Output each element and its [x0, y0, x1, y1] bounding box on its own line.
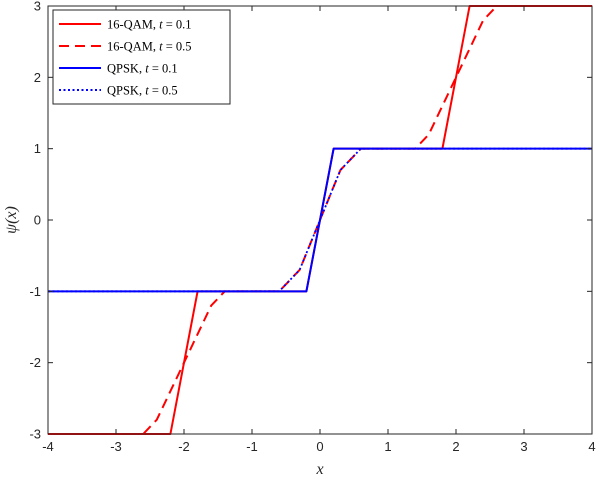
- series-layer: [48, 5, 592, 435]
- y-tick-label: -3: [29, 427, 41, 442]
- series-line-4: [48, 147, 592, 293]
- x-tick-label: 2: [452, 439, 459, 454]
- legend-entry-label: QPSK, t = 0.1: [107, 62, 178, 76]
- x-tick-label: -3: [110, 439, 122, 454]
- y-tick-label: 0: [34, 213, 41, 228]
- x-tick-label: 0: [316, 439, 323, 454]
- legend-entry-label: 16-QAM, t = 0.5: [107, 40, 192, 54]
- y-tick-label: 3: [34, 0, 41, 14]
- x-tick-label: 1: [384, 439, 391, 454]
- y-axis-label: ψ(x): [3, 206, 20, 234]
- x-tick-label: 4: [588, 439, 595, 454]
- y-tick-label: 1: [34, 141, 41, 156]
- y-tick-label: -2: [29, 355, 41, 370]
- legend-entry-label: QPSK, t = 0.5: [107, 84, 178, 98]
- y-tick-label: 2: [34, 70, 41, 85]
- legend-box: [52, 9, 231, 105]
- series-line-2: [48, 5, 592, 435]
- x-tick-label: -4: [42, 439, 54, 454]
- x-tick-label: -1: [246, 439, 258, 454]
- legend: 16-QAM, t = 0.1 16-QAM, t = 0.5 QPSK, t = …: [52, 9, 231, 105]
- x-axis-label: x: [315, 461, 323, 478]
- x-tick-label: 3: [520, 439, 527, 454]
- y-tick-label: -1: [29, 284, 41, 299]
- x-tick-label: -2: [178, 439, 190, 454]
- legend-entry-label: 16-QAM, t = 0.1: [107, 18, 192, 32]
